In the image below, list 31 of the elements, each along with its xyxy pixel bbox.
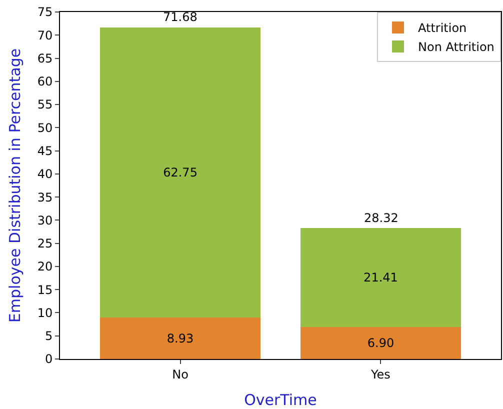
- x-tick-label: Yes: [370, 367, 390, 382]
- y-tick-label: 50: [37, 120, 53, 135]
- total-label: 71.68: [163, 10, 198, 24]
- x-axis-title: OverTime: [244, 391, 317, 409]
- y-tick-label: 70: [37, 28, 53, 42]
- total-label: 28.32: [364, 211, 398, 225]
- y-tick-label: 10: [37, 306, 53, 320]
- y-tick-label: 65: [37, 51, 53, 66]
- bar: [300, 327, 461, 359]
- y-tick-label: 40: [37, 167, 53, 182]
- data-label: 21.41: [364, 270, 398, 285]
- y-axis-title: Employee Distribution in Percentage: [6, 48, 24, 323]
- y-tick-label: 25: [37, 236, 53, 251]
- y-tick-label: 20: [37, 260, 53, 274]
- y-tick-label: 45: [37, 144, 53, 158]
- legend-label: Non Attrition: [418, 40, 494, 54]
- x-tick-label: No: [172, 367, 188, 382]
- bar: [300, 228, 461, 328]
- y-tick-label: 0: [44, 352, 53, 366]
- bar: [100, 318, 260, 359]
- y-tick-label: 35: [37, 190, 53, 204]
- y-tick-label: 60: [37, 74, 53, 89]
- legend-label: Attrition: [418, 21, 467, 36]
- y-tick-label: 30: [37, 213, 53, 228]
- y-tick-label: 55: [37, 98, 53, 112]
- y-tick-label: 15: [37, 282, 53, 297]
- data-label: 8.93: [166, 331, 194, 346]
- y-tick-label: 75: [37, 5, 53, 20]
- y-tick-label: 5: [44, 329, 53, 344]
- data-label: 62.75: [163, 166, 198, 180]
- data-label: 6.90: [367, 336, 394, 350]
